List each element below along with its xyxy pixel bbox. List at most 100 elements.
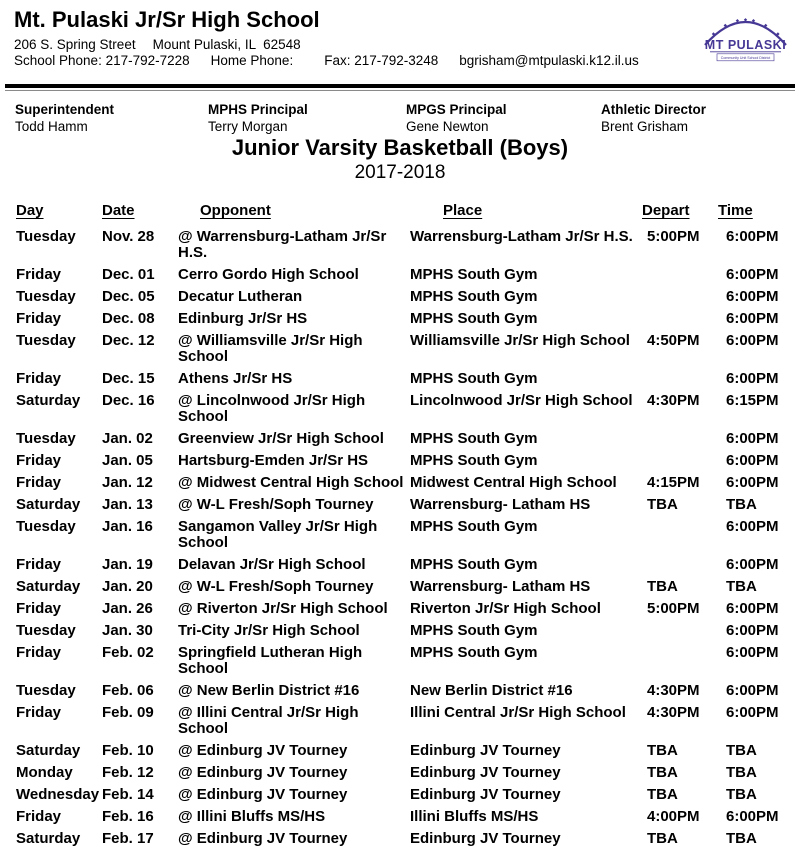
cell-day: Friday bbox=[16, 474, 62, 491]
cell-day: Saturday bbox=[16, 742, 81, 759]
cell-day: Friday bbox=[16, 452, 62, 469]
address-city: Mount Pulaski, IL 62548 bbox=[152, 37, 301, 52]
cell-day: Tuesday bbox=[16, 332, 76, 349]
official-name: Brent Grisham bbox=[601, 119, 689, 134]
cell-date: Dec. 12 bbox=[102, 332, 155, 349]
cell-place: MPHS South Gym bbox=[410, 622, 538, 639]
cell-day: Tuesday bbox=[16, 430, 76, 447]
cell-depart bbox=[642, 371, 718, 387]
cell-opponent: Decatur Lutheran bbox=[178, 288, 303, 305]
schedule-row: Friday Jan. 05 Hartsburg-Emden Jr/Sr HS … bbox=[0, 453, 800, 469]
cell-date: Feb. 17 bbox=[102, 830, 154, 847]
cell-day: Saturday bbox=[16, 578, 81, 595]
cell-place: Warrensburg- Latham HS bbox=[410, 578, 591, 595]
cell-time: TBA bbox=[726, 742, 757, 759]
cell-time: 6:00PM bbox=[726, 808, 779, 825]
cell-day: Friday bbox=[16, 556, 62, 573]
schedule-row: Saturday Feb. 10 @ Edinburg JV Tourney E… bbox=[0, 743, 800, 759]
official-superintendent: Superintendent Todd Hamm bbox=[15, 101, 114, 135]
cell-time: 6:00PM bbox=[726, 474, 779, 491]
cell-day: Friday bbox=[16, 704, 62, 721]
page-title: Junior Varsity Basketball (Boys) bbox=[231, 135, 569, 160]
cell-time: 6:00PM bbox=[726, 288, 779, 305]
schedule-row: Tuesday Jan. 30 Tri-City Jr/Sr High Scho… bbox=[0, 623, 800, 639]
cell-date: Jan. 20 bbox=[102, 578, 153, 595]
cell-date: Feb. 10 bbox=[102, 742, 154, 759]
schedule-row: Friday Dec. 01 Cerro Gordo High School M… bbox=[0, 267, 800, 283]
cell-place: Illini Central Jr/Sr High School bbox=[410, 704, 626, 721]
cell-date: Dec. 01 bbox=[102, 266, 155, 283]
official-name: Todd Hamm bbox=[15, 119, 88, 134]
cell-place: Midwest Central High School bbox=[410, 474, 617, 491]
cell-date: Feb. 16 bbox=[102, 808, 154, 825]
cell-opponent: Tri-City Jr/Sr High School bbox=[178, 622, 360, 639]
cell-place: Williamsville Jr/Sr High School bbox=[410, 332, 630, 349]
cell-time: 6:00PM bbox=[726, 266, 779, 283]
cell-place: Warrensburg-Latham Jr/Sr H.S. bbox=[410, 228, 633, 245]
cell-opponent: Sangamon Valley Jr/Sr High School bbox=[178, 518, 378, 551]
schedule-header: Day Date Opponent Place Depart Time bbox=[0, 203, 800, 219]
header-divider-shadow bbox=[5, 90, 795, 91]
cell-place: MPHS South Gym bbox=[410, 288, 538, 305]
schedule-row: Tuesday Feb. 06 @ New Berlin District #1… bbox=[0, 683, 800, 699]
cell-depart: TBA bbox=[647, 578, 678, 595]
official-title: Athletic Director bbox=[601, 102, 707, 117]
cell-time: 6:00PM bbox=[726, 600, 779, 617]
school-phone: School Phone: 217-792-7228 bbox=[14, 53, 190, 68]
fax-number: Fax: 217-792-3248 bbox=[324, 53, 439, 68]
cell-day: Tuesday bbox=[16, 622, 76, 639]
cell-date: Nov. 28 bbox=[102, 228, 155, 245]
cell-date: Feb. 06 bbox=[102, 682, 154, 699]
cell-date: Jan. 30 bbox=[102, 622, 153, 639]
cell-time: TBA bbox=[726, 830, 757, 847]
schedule-row: Saturday Jan. 13 @ W-L Fresh/Soph Tourne… bbox=[0, 497, 800, 513]
cell-place: Edinburg JV Tourney bbox=[410, 786, 561, 803]
cell-depart bbox=[642, 519, 718, 551]
cell-day: Friday bbox=[16, 310, 62, 327]
cell-time: TBA bbox=[726, 578, 757, 595]
schedule-row: Friday Dec. 08 Edinburg Jr/Sr HS MPHS So… bbox=[0, 311, 800, 327]
cell-date: Dec. 16 bbox=[102, 392, 155, 409]
schedule-row: Friday Jan. 19 Delavan Jr/Sr High School… bbox=[0, 557, 800, 573]
cell-opponent: @ Warrensburg-Latham Jr/Sr H.S. bbox=[178, 228, 387, 261]
contact-line: School Phone: 217-792-7228 Home Phone: F… bbox=[14, 53, 639, 68]
schedule-row: Tuesday Nov. 28 @ Warrensburg-Latham Jr/… bbox=[0, 229, 800, 261]
official-mpgs-principal: MPGS Principal Gene Newton bbox=[406, 101, 507, 135]
officials-row: Superintendent Todd Hamm MPHS Principal … bbox=[0, 101, 800, 137]
header-divider bbox=[5, 84, 795, 88]
cell-date: Dec. 08 bbox=[102, 310, 155, 327]
cell-time: 6:00PM bbox=[726, 452, 779, 469]
cell-opponent: Delavan Jr/Sr High School bbox=[178, 556, 366, 573]
cell-time: 6:00PM bbox=[726, 332, 779, 349]
cell-depart: 4:50PM bbox=[647, 332, 700, 349]
schedule-rows: Tuesday Nov. 28 @ Warrensburg-Latham Jr/… bbox=[0, 229, 800, 853]
schedule-row: Tuesday Dec. 12 @ Williamsville Jr/Sr Hi… bbox=[0, 333, 800, 365]
cell-opponent: @ Edinburg JV Tourney bbox=[178, 764, 348, 781]
cell-date: Dec. 05 bbox=[102, 288, 155, 305]
schedule-row: Wednesday Feb. 14 @ Edinburg JV Tourney … bbox=[0, 787, 800, 803]
cell-opponent: Greenview Jr/Sr High School bbox=[178, 430, 384, 447]
cell-day: Tuesday bbox=[16, 288, 76, 305]
schedule-row: Tuesday Jan. 16 Sangamon Valley Jr/Sr Hi… bbox=[0, 519, 800, 551]
cell-opponent: Edinburg Jr/Sr HS bbox=[178, 310, 308, 327]
cell-date: Jan. 26 bbox=[102, 600, 153, 617]
cell-place: Edinburg JV Tourney bbox=[410, 830, 561, 847]
cell-depart: TBA bbox=[647, 742, 678, 759]
school-name: Mt. Pulaski Jr/Sr High School bbox=[14, 7, 320, 32]
schedule-row: Saturday Jan. 20 @ W-L Fresh/Soph Tourne… bbox=[0, 579, 800, 595]
cell-date: Jan. 16 bbox=[102, 518, 153, 535]
cell-place: MPHS South Gym bbox=[410, 452, 538, 469]
cell-opponent: Cerro Gordo High School bbox=[178, 266, 359, 283]
cell-depart: 5:00PM bbox=[647, 228, 700, 245]
cell-depart: 4:30PM bbox=[647, 704, 700, 721]
schedule-row: Friday Dec. 15 Athens Jr/Sr HS MPHS Sout… bbox=[0, 371, 800, 387]
schedule-row: Saturday Dec. 16 @ Lincolnwood Jr/Sr Hig… bbox=[0, 393, 800, 425]
cell-time: 6:00PM bbox=[726, 310, 779, 327]
official-athletic-director: Athletic Director Brent Grisham bbox=[601, 101, 706, 135]
cell-opponent: @ W-L Fresh/Soph Tourney bbox=[178, 496, 374, 513]
school-address: 206 S. Spring Street Mount Pulaski, IL 6… bbox=[14, 37, 301, 52]
official-title: MPHS Principal bbox=[208, 102, 308, 117]
cell-place: MPHS South Gym bbox=[410, 430, 538, 447]
cell-opponent: @ Edinburg JV Tourney bbox=[178, 830, 348, 847]
cell-opponent: @ Lincolnwood Jr/Sr High School bbox=[178, 392, 366, 425]
